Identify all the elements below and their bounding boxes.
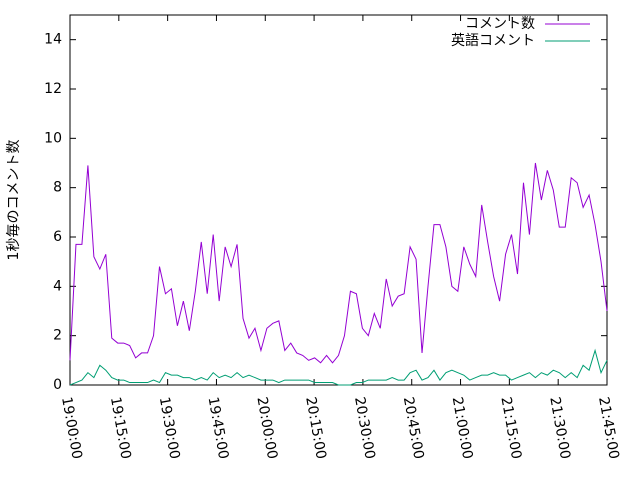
y-tick-label: 0 — [53, 377, 62, 393]
legend-label: 英語コメント — [451, 32, 535, 49]
x-tick-label: 20:45:00 — [400, 396, 427, 461]
x-tick-label: 19:45:00 — [205, 396, 232, 461]
y-tick-label: 4 — [53, 278, 62, 294]
x-tick-label: 21:00:00 — [449, 396, 476, 461]
legend-label: コメント数 — [465, 16, 535, 32]
x-tick-label: 20:30:00 — [351, 396, 378, 461]
x-tick-label: 19:15:00 — [107, 396, 134, 461]
x-tick-label: 21:30:00 — [546, 396, 573, 461]
y-tick-label: 2 — [53, 328, 62, 344]
x-tick-label: 19:30:00 — [156, 396, 183, 461]
series-line — [69, 348, 608, 386]
y-tick-label: 8 — [53, 180, 62, 196]
y-tick-label: 14 — [44, 32, 62, 48]
x-tick-label: 21:15:00 — [497, 396, 524, 461]
y-tick-label: 10 — [44, 130, 62, 146]
x-tick-label: 20:00:00 — [253, 396, 280, 461]
y-tick-label: 12 — [44, 81, 62, 97]
x-tick-label: 20:15:00 — [302, 396, 329, 461]
x-tick-label: 19:00:00 — [58, 396, 85, 461]
series-line — [69, 162, 608, 364]
x-tick-label: 21:45:00 — [595, 396, 622, 461]
y-axis-label: 1秒毎のコメント数 — [6, 140, 22, 261]
y-tick-label: 6 — [53, 229, 62, 245]
plot-frame — [69, 14, 608, 386]
